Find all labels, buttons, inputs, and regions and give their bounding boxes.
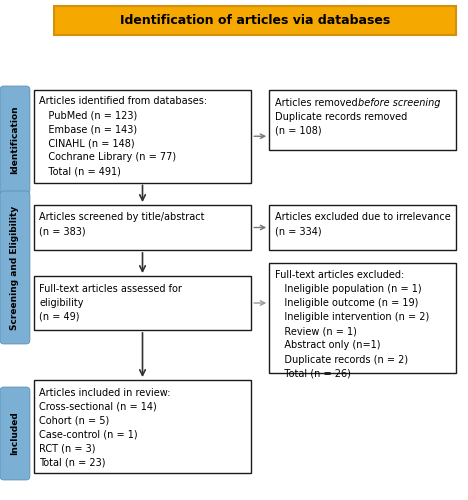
FancyBboxPatch shape xyxy=(0,387,30,480)
Text: Full-text articles excluded:: Full-text articles excluded: xyxy=(275,270,404,280)
Text: (n = 383): (n = 383) xyxy=(39,226,86,236)
Text: Cochrane Library (n = 77): Cochrane Library (n = 77) xyxy=(39,152,176,162)
Text: Abstract only (n=1): Abstract only (n=1) xyxy=(275,340,380,350)
Text: eligibility: eligibility xyxy=(39,298,84,308)
FancyBboxPatch shape xyxy=(0,191,30,344)
Text: Identification: Identification xyxy=(10,106,20,174)
Text: Articles included in review:: Articles included in review: xyxy=(39,388,171,398)
Text: PubMed (n = 123): PubMed (n = 123) xyxy=(39,110,138,120)
FancyBboxPatch shape xyxy=(54,6,456,35)
Text: (n = 334): (n = 334) xyxy=(275,226,322,236)
Text: Duplicate records (n = 2): Duplicate records (n = 2) xyxy=(275,354,408,364)
Text: :: : xyxy=(437,98,440,108)
Text: Articles identified from databases:: Articles identified from databases: xyxy=(39,96,207,106)
Text: Articles excluded due to irrelevance: Articles excluded due to irrelevance xyxy=(275,212,451,222)
Text: Duplicate records removed: Duplicate records removed xyxy=(275,112,407,122)
Text: Screening and Eligibility: Screening and Eligibility xyxy=(10,206,20,330)
Text: Ineligible outcome (n = 19): Ineligible outcome (n = 19) xyxy=(275,298,418,308)
Text: Ineligible population (n = 1): Ineligible population (n = 1) xyxy=(275,284,421,294)
Text: Total (n = 23): Total (n = 23) xyxy=(39,458,106,468)
FancyBboxPatch shape xyxy=(34,205,251,250)
Text: Articles screened by title/abstract: Articles screened by title/abstract xyxy=(39,212,205,222)
Text: Included: Included xyxy=(10,412,20,456)
Text: RCT (n = 3): RCT (n = 3) xyxy=(39,444,96,454)
Text: (n = 49): (n = 49) xyxy=(39,312,80,322)
Text: Total (n = 491): Total (n = 491) xyxy=(39,166,121,176)
FancyBboxPatch shape xyxy=(269,262,456,372)
Text: Cross-sectional (n = 14): Cross-sectional (n = 14) xyxy=(39,402,157,411)
FancyBboxPatch shape xyxy=(269,205,456,250)
Text: Cohort (n = 5): Cohort (n = 5) xyxy=(39,416,110,426)
Text: Full-text articles assessed for: Full-text articles assessed for xyxy=(39,284,182,294)
Text: CINAHL (n = 148): CINAHL (n = 148) xyxy=(39,138,135,148)
FancyBboxPatch shape xyxy=(0,86,30,194)
Text: before screening: before screening xyxy=(358,98,440,108)
FancyBboxPatch shape xyxy=(34,276,251,330)
FancyBboxPatch shape xyxy=(269,90,456,150)
Text: Review (n = 1): Review (n = 1) xyxy=(275,326,357,336)
Text: Ineligible intervention (n = 2): Ineligible intervention (n = 2) xyxy=(275,312,429,322)
Text: Articles removed: Articles removed xyxy=(275,98,360,108)
FancyBboxPatch shape xyxy=(34,90,251,182)
Text: Identification of articles via databases: Identification of articles via databases xyxy=(120,14,390,27)
Text: Total (n = 26): Total (n = 26) xyxy=(275,368,351,378)
Text: (n = 108): (n = 108) xyxy=(275,126,322,136)
Text: Case-control (n = 1): Case-control (n = 1) xyxy=(39,430,138,440)
Text: Embase (n = 143): Embase (n = 143) xyxy=(39,124,138,134)
FancyBboxPatch shape xyxy=(34,380,251,472)
